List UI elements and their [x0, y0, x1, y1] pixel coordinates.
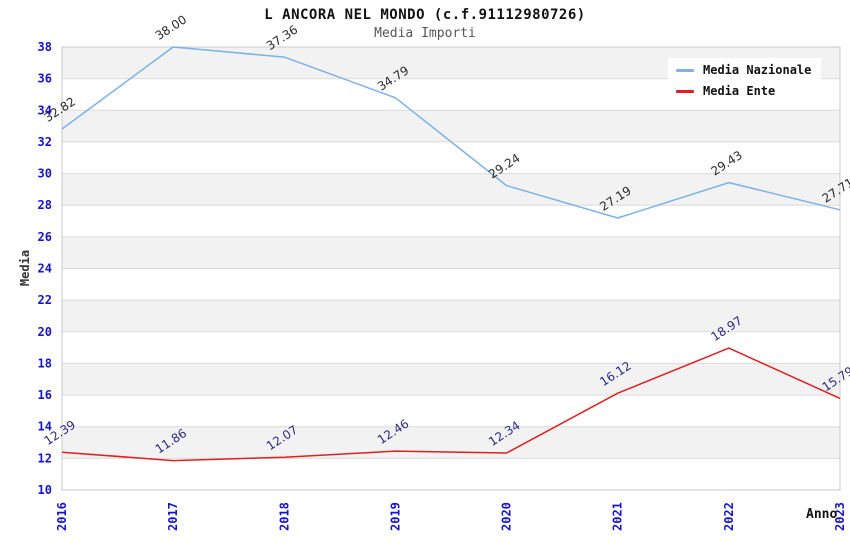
legend-label-media-ente: Media Ente	[703, 84, 776, 98]
legend-swatch-nazionale-icon	[676, 69, 694, 72]
y-tick-label: 14	[38, 420, 52, 434]
y-tick-label: 26	[38, 230, 52, 244]
data-point-label-media-nazionale: 38.00	[153, 12, 189, 42]
x-tick-label: 2023	[833, 502, 847, 531]
grid-band	[62, 236, 840, 269]
x-tick-label: 2019	[388, 502, 402, 531]
y-tick-label: 34	[38, 103, 52, 117]
y-tick-label: 38	[38, 40, 52, 54]
x-tick-label: 2022	[722, 502, 736, 531]
y-tick-label: 32	[38, 135, 52, 149]
grid-band	[62, 363, 840, 396]
x-axis-label: Anno	[806, 507, 838, 522]
grid-band	[62, 300, 840, 332]
legend-item-media-nazionale: Media Nazionale	[676, 63, 811, 78]
grid-band	[62, 110, 840, 142]
legend-item-media-ente: Media Ente	[676, 84, 811, 99]
x-tick-label: 2016	[55, 502, 69, 531]
y-tick-label: 10	[38, 483, 52, 497]
y-tick-label: 18	[38, 356, 52, 370]
y-tick-label: 20	[38, 325, 52, 339]
y-tick-label: 28	[38, 198, 52, 212]
legend-label-media-nazionale: Media Nazionale	[703, 63, 812, 77]
plot-frame	[61, 46, 841, 491]
y-tick-label: 24	[38, 262, 52, 276]
grid-band	[62, 426, 840, 459]
chart-subtitle: Media Importi	[374, 26, 476, 41]
y-tick-label: 22	[38, 293, 52, 307]
y-tick-label: 12	[38, 451, 52, 465]
x-tick-label: 2020	[500, 502, 514, 531]
x-tick-label: 2018	[277, 502, 291, 531]
series-line-media-ente	[61, 347, 841, 462]
grid-band	[62, 173, 840, 206]
y-tick-label: 36	[38, 72, 52, 86]
legend-swatch-ente-icon	[676, 90, 694, 93]
x-tick-label: 2021	[611, 502, 625, 531]
legend: Media Nazionale Media Ente	[668, 58, 822, 105]
x-tick-label: 2017	[166, 502, 180, 531]
y-tick-label: 16	[38, 388, 52, 402]
series-line-media-nazionale	[61, 46, 841, 219]
chart-title: L ANCORA NEL MONDO (c.f.91112980726)	[264, 7, 586, 23]
y-tick-label: 30	[38, 167, 52, 181]
